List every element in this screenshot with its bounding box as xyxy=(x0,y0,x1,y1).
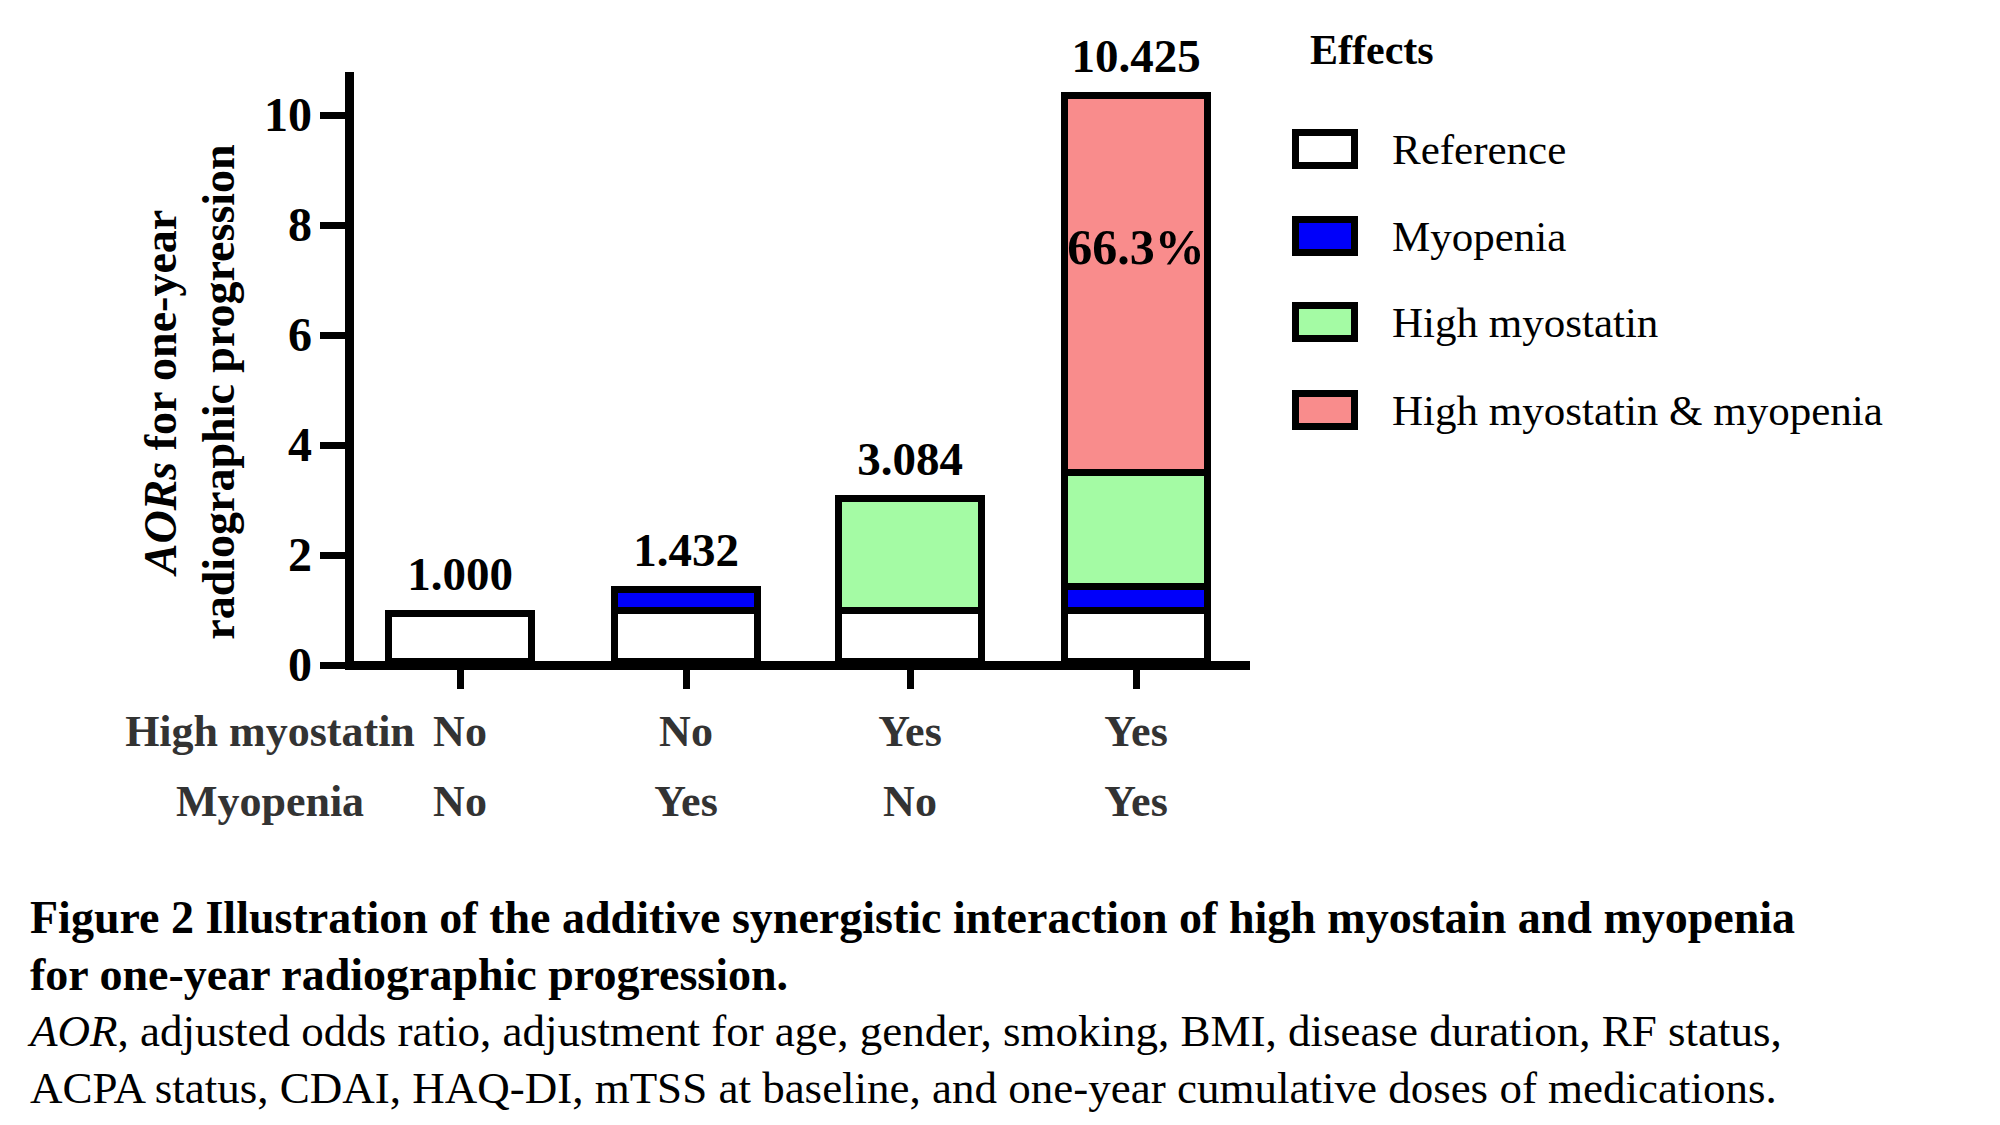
x-row-value: Yes xyxy=(1026,774,1246,830)
bar-outline xyxy=(385,610,535,665)
bar-value-label: 1.432 xyxy=(526,523,846,577)
x-row-value: Yes xyxy=(800,704,1020,760)
x-row-value: Yes xyxy=(1026,704,1246,760)
y-tick-mark xyxy=(320,332,346,339)
x-row-value: No xyxy=(576,704,796,760)
legend-entry-high-myostatin-myopenia: High myostatin & myopenia xyxy=(1292,390,1992,436)
legend-swatch-myopenia xyxy=(1292,216,1358,256)
y-tick-mark xyxy=(320,442,346,449)
x-row-value: No xyxy=(350,704,570,760)
bar-outline xyxy=(835,495,985,665)
caption-heading-line1: Figure 2 Illustration of the additive sy… xyxy=(30,889,1980,946)
y-axis-title-italic: AORs xyxy=(135,462,186,574)
y-tick-label: 8 xyxy=(197,196,312,254)
y-tick-mark xyxy=(320,222,346,229)
y-axis-title-line1: for one-year xyxy=(135,210,186,462)
y-tick-mark xyxy=(320,112,346,119)
bar-value-label: 10.425 xyxy=(976,29,1296,83)
legend-swatch-high-myostatin xyxy=(1292,302,1358,342)
y-tick-label: 0 xyxy=(197,636,312,694)
caption-heading-line2: for one-year radiographic progression. xyxy=(30,946,1980,1003)
y-tick-label: 10 xyxy=(197,86,312,144)
x-axis-line xyxy=(345,661,1250,670)
y-tick-label: 2 xyxy=(197,526,312,584)
x-tick-mark xyxy=(457,665,464,689)
caption-note-line1-rest: , adjusted odds ratio, adjustment for ag… xyxy=(117,1006,1781,1056)
x-tick-mark xyxy=(1133,665,1140,689)
y-tick-label: 6 xyxy=(197,306,312,364)
x-row-value: No xyxy=(800,774,1020,830)
bar-outline xyxy=(1061,92,1211,665)
caption-aor-italic: AOR xyxy=(30,1006,117,1056)
caption-note-line1: AOR, adjusted odds ratio, adjustment for… xyxy=(30,1003,1990,1060)
legend-entry-reference: Reference xyxy=(1292,129,1992,175)
segment-percentage-annotation: 66.3% xyxy=(976,218,1296,276)
x-row-value: Yes xyxy=(576,774,796,830)
figure-canvas: AORs for one-year radiographic progressi… xyxy=(0,0,2000,1125)
x-tick-mark xyxy=(683,665,690,689)
legend-label-high-myostatin-myopenia: High myostatin & myopenia xyxy=(1392,387,1883,435)
legend-label-reference: Reference xyxy=(1392,126,1566,174)
y-axis-title: AORs for one-year radiographic progressi… xyxy=(132,94,248,690)
x-row-value: No xyxy=(350,774,570,830)
y-tick-label: 4 xyxy=(197,416,312,474)
caption-note-line2: ACPA status, CDAI, HAQ-DI, mTSS at basel… xyxy=(30,1060,1990,1117)
y-tick-mark xyxy=(320,662,346,669)
bar-value-label: 3.084 xyxy=(750,432,1070,486)
legend-label-high-myostatin: High myostatin xyxy=(1392,299,1658,347)
legend-swatch-high-myostatin-myopenia xyxy=(1292,390,1358,430)
legend-title: Effects xyxy=(1310,26,1434,74)
x-tick-mark xyxy=(907,665,914,689)
bar-outline xyxy=(611,586,761,665)
legend-swatch-reference xyxy=(1292,129,1358,169)
legend-entry-high-myostatin: High myostatin xyxy=(1292,302,1992,348)
legend-entry-myopenia: Myopenia xyxy=(1292,216,1992,262)
legend-label-myopenia: Myopenia xyxy=(1392,213,1566,261)
